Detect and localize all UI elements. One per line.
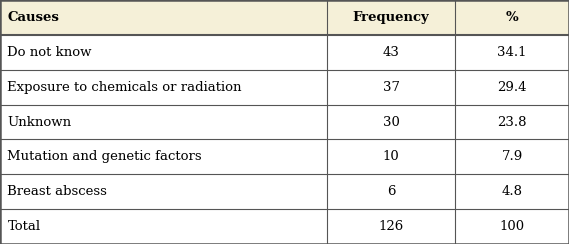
Bar <box>327 35 455 70</box>
Text: Breast abscess: Breast abscess <box>7 185 108 198</box>
Bar <box>455 209 569 244</box>
Text: Frequency: Frequency <box>353 11 430 24</box>
Text: 126: 126 <box>378 220 404 233</box>
Bar <box>327 70 455 105</box>
Text: 29.4: 29.4 <box>497 81 527 94</box>
Text: Unknown: Unknown <box>7 115 72 129</box>
Text: Causes: Causes <box>7 11 59 24</box>
Text: 4.8: 4.8 <box>502 185 522 198</box>
Bar <box>0 105 327 139</box>
Bar <box>455 105 569 139</box>
Bar <box>327 105 455 139</box>
Bar <box>455 35 569 70</box>
Bar <box>327 174 455 209</box>
Bar <box>455 174 569 209</box>
Text: Mutation and genetic factors: Mutation and genetic factors <box>7 150 202 163</box>
Text: %: % <box>506 11 518 24</box>
Bar <box>327 209 455 244</box>
Bar <box>0 209 327 244</box>
Text: 100: 100 <box>500 220 525 233</box>
Bar <box>0 35 327 70</box>
Bar <box>455 70 569 105</box>
Text: Total: Total <box>7 220 40 233</box>
Text: Exposure to chemicals or radiation: Exposure to chemicals or radiation <box>7 81 242 94</box>
Text: 23.8: 23.8 <box>497 115 527 129</box>
Bar <box>327 0 455 35</box>
Bar <box>327 139 455 174</box>
Bar <box>0 174 327 209</box>
Text: 37: 37 <box>383 81 399 94</box>
Bar <box>455 139 569 174</box>
Text: 34.1: 34.1 <box>497 46 527 59</box>
Text: 6: 6 <box>387 185 395 198</box>
Text: 10: 10 <box>383 150 399 163</box>
Bar <box>0 70 327 105</box>
Bar <box>0 139 327 174</box>
Text: Do not know: Do not know <box>7 46 92 59</box>
Text: 30: 30 <box>383 115 399 129</box>
Text: 7.9: 7.9 <box>501 150 523 163</box>
Text: 43: 43 <box>383 46 399 59</box>
Bar <box>0 0 327 35</box>
Bar <box>455 0 569 35</box>
